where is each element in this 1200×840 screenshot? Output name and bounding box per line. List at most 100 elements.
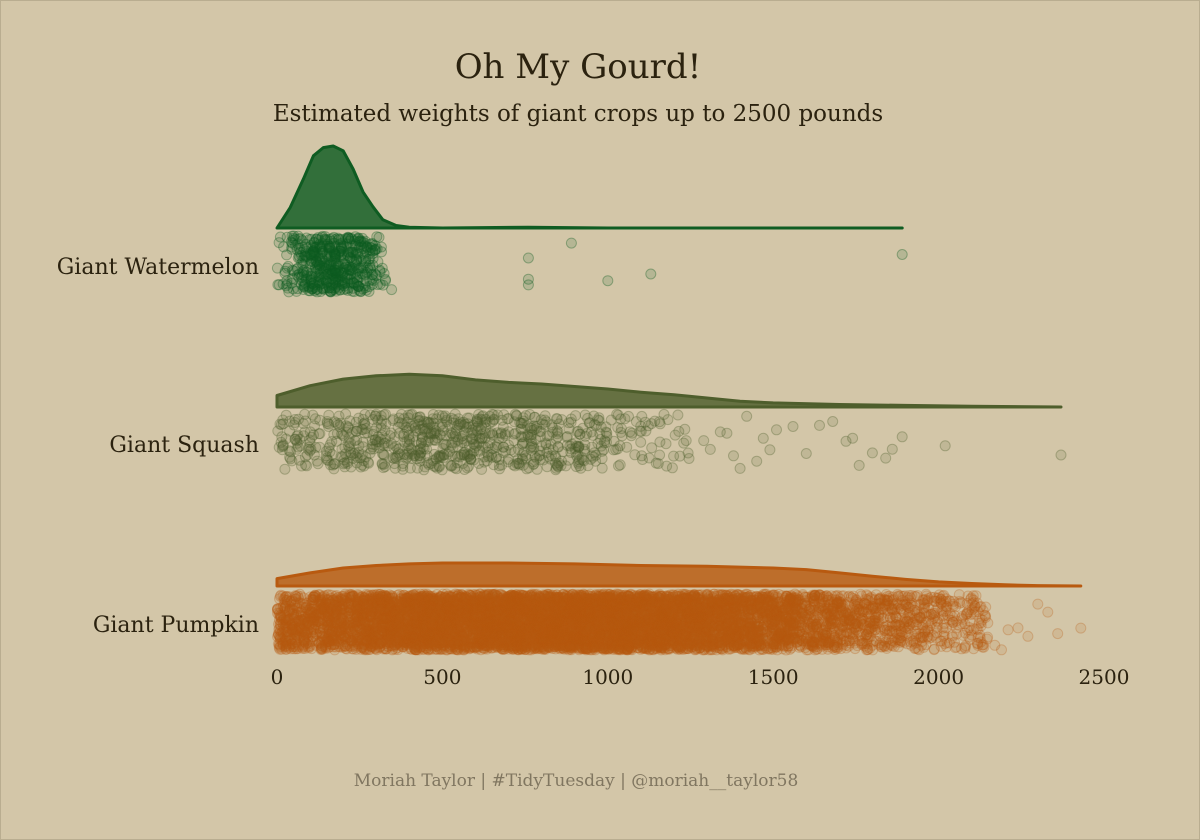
data-point-giant-watermelon xyxy=(360,252,372,264)
data-point-giant-squash xyxy=(1055,449,1067,461)
data-point-giant-watermelon xyxy=(315,243,327,255)
data-point-giant-watermelon xyxy=(354,235,365,247)
data-point-giant-squash xyxy=(294,440,306,452)
data-point-giant-watermelon xyxy=(350,246,362,258)
density-giant-pumpkin xyxy=(275,561,1083,588)
data-point-giant-squash xyxy=(331,417,343,429)
data-point-giant-squash xyxy=(403,412,414,424)
data-point-giant-watermelon xyxy=(297,246,309,258)
data-point-giant-watermelon xyxy=(328,231,340,243)
data-point-giant-watermelon xyxy=(343,263,355,275)
data-point-giant-squash xyxy=(741,410,753,422)
data-point-giant-watermelon xyxy=(363,253,374,265)
data-point-giant-squash xyxy=(679,423,691,435)
data-point-giant-watermelon xyxy=(356,265,368,277)
data-point-giant-watermelon xyxy=(321,234,333,246)
data-point-giant-watermelon xyxy=(378,268,390,279)
data-point-giant-squash xyxy=(613,460,624,472)
data-point-giant-watermelon xyxy=(353,251,365,263)
data-point-giant-watermelon xyxy=(602,275,614,287)
data-point-giant-watermelon xyxy=(300,255,312,267)
data-point-giant-watermelon xyxy=(367,252,379,264)
data-point-giant-squash xyxy=(563,423,575,435)
data-point-giant-watermelon xyxy=(329,248,341,260)
data-point-giant-watermelon xyxy=(319,233,331,245)
data-point-giant-squash xyxy=(388,453,400,464)
data-point-giant-watermelon xyxy=(356,236,368,248)
data-point-giant-watermelon xyxy=(299,278,311,290)
data-point-giant-squash xyxy=(666,462,678,474)
data-point-giant-watermelon xyxy=(285,236,297,248)
data-point-giant-watermelon xyxy=(353,280,364,292)
data-point-giant-watermelon xyxy=(355,255,367,267)
data-point-giant-watermelon xyxy=(337,276,348,288)
data-point-giant-squash xyxy=(301,460,313,472)
data-point-giant-watermelon xyxy=(334,245,346,257)
data-point-giant-watermelon xyxy=(318,282,330,294)
data-point-giant-watermelon xyxy=(369,244,381,256)
data-point-giant-watermelon xyxy=(329,264,341,276)
data-point-giant-watermelon xyxy=(522,279,534,291)
data-point-giant-squash xyxy=(364,409,376,421)
data-point-giant-watermelon xyxy=(319,231,331,243)
data-point-giant-watermelon xyxy=(364,259,376,271)
data-point-giant-watermelon xyxy=(307,245,319,256)
data-point-giant-watermelon xyxy=(309,246,321,258)
data-point-giant-watermelon xyxy=(374,264,386,276)
data-point-giant-watermelon xyxy=(374,266,386,278)
data-point-giant-watermelon xyxy=(315,241,326,253)
data-point-giant-squash xyxy=(526,444,537,456)
data-point-giant-watermelon xyxy=(309,249,321,261)
data-point-giant-watermelon xyxy=(307,241,319,253)
data-point-giant-watermelon xyxy=(310,261,321,273)
data-point-giant-squash xyxy=(585,426,597,438)
data-point-giant-squash xyxy=(274,418,286,430)
data-point-giant-watermelon xyxy=(281,249,293,261)
data-point-giant-watermelon xyxy=(334,284,346,296)
data-point-giant-watermelon xyxy=(305,255,317,267)
data-point-giant-squash xyxy=(575,462,587,474)
data-point-giant-watermelon xyxy=(373,231,385,243)
data-point-giant-squash xyxy=(508,435,520,447)
data-point-giant-watermelon xyxy=(310,233,322,245)
data-point-giant-watermelon xyxy=(303,281,315,292)
data-point-giant-watermelon xyxy=(321,259,333,270)
data-point-giant-watermelon xyxy=(310,256,322,268)
points-giant-squash xyxy=(272,408,1067,476)
data-point-giant-watermelon xyxy=(342,246,354,258)
data-point-giant-squash xyxy=(635,436,647,448)
data-point-giant-watermelon xyxy=(304,248,316,260)
category-label-giant-squash: Giant Squash xyxy=(109,433,259,458)
data-point-giant-watermelon xyxy=(364,238,376,250)
data-point-giant-watermelon xyxy=(341,263,353,275)
data-point-giant-squash xyxy=(570,410,581,422)
data-point-giant-watermelon xyxy=(362,264,374,276)
data-point-giant-watermelon xyxy=(338,255,350,267)
data-point-giant-squash xyxy=(528,456,539,468)
data-point-giant-watermelon xyxy=(343,247,355,259)
data-point-giant-watermelon xyxy=(313,271,325,283)
data-point-giant-watermelon xyxy=(361,275,373,287)
data-point-giant-squash xyxy=(350,450,362,462)
data-point-giant-squash xyxy=(445,459,457,471)
data-point-giant-squash xyxy=(465,453,477,465)
data-point-giant-watermelon xyxy=(321,240,333,252)
data-point-giant-watermelon xyxy=(315,268,327,280)
data-point-giant-watermelon xyxy=(323,260,335,272)
data-point-giant-squash xyxy=(498,409,510,421)
data-point-giant-squash xyxy=(800,448,812,459)
data-point-giant-watermelon xyxy=(335,245,346,257)
data-point-giant-watermelon xyxy=(375,241,387,253)
data-point-giant-squash xyxy=(438,449,450,461)
data-point-giant-watermelon xyxy=(318,271,330,283)
data-point-giant-watermelon xyxy=(344,235,356,247)
data-point-giant-watermelon xyxy=(369,240,381,252)
data-point-giant-watermelon xyxy=(359,269,371,281)
data-point-giant-watermelon xyxy=(292,283,304,295)
data-point-giant-watermelon xyxy=(340,261,352,273)
data-point-giant-watermelon xyxy=(353,236,365,248)
data-point-giant-watermelon xyxy=(312,232,324,244)
data-point-giant-watermelon xyxy=(301,267,313,279)
data-point-giant-watermelon xyxy=(320,276,332,287)
data-point-giant-watermelon xyxy=(323,242,335,254)
